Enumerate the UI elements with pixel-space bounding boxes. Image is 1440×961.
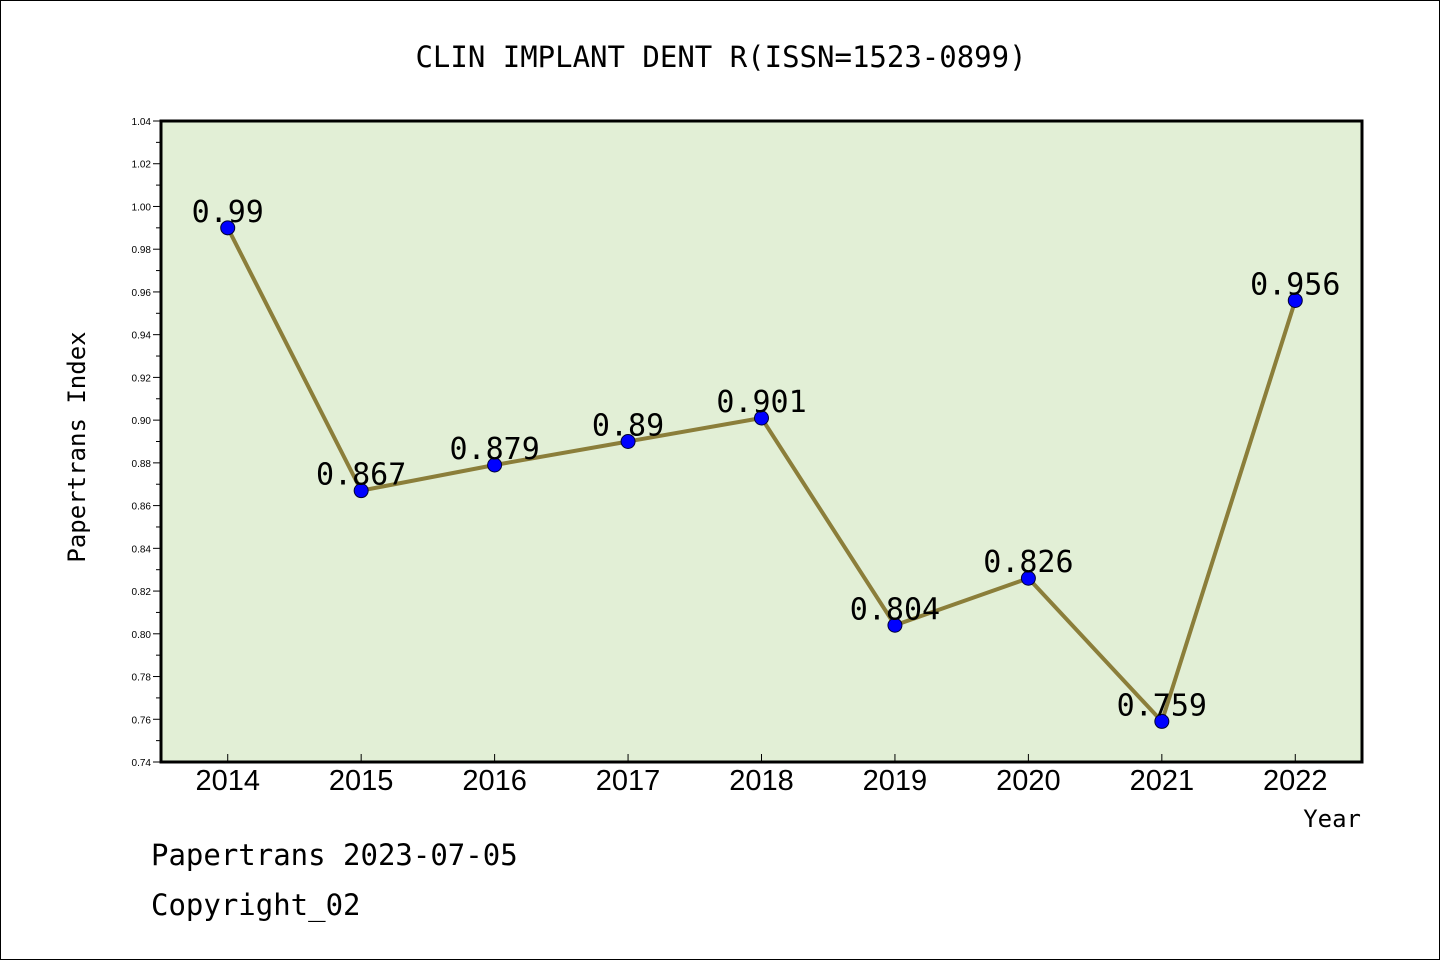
data-label: 0.759 bbox=[1117, 688, 1207, 723]
x-tick-label: 2015 bbox=[329, 765, 394, 797]
data-label: 0.956 bbox=[1250, 267, 1340, 302]
data-label: 0.804 bbox=[850, 592, 940, 627]
data-label: 0.99 bbox=[192, 195, 264, 230]
y-tick-label: 0.74 bbox=[132, 758, 152, 769]
x-tick-label: 2016 bbox=[462, 765, 527, 797]
data-point bbox=[1154, 713, 1170, 729]
data-label: 0.879 bbox=[449, 432, 539, 467]
y-tick-label: 0.78 bbox=[132, 673, 152, 684]
data-label: 0.826 bbox=[983, 545, 1073, 580]
data-point bbox=[353, 483, 369, 499]
x-tick-label: 2022 bbox=[1263, 765, 1328, 797]
y-tick-label: 0.76 bbox=[132, 715, 152, 726]
data-point bbox=[1287, 292, 1303, 308]
footer-copyright: Copyright_02 bbox=[151, 888, 361, 923]
x-tick-label: 2017 bbox=[596, 765, 661, 797]
x-tick-label: 2021 bbox=[1130, 765, 1195, 797]
y-axis: 0.74 0.76 0.78 0.80 0.82 0.84 0.86 0.88 0.90 0.92… bbox=[132, 117, 161, 769]
y-tick-label: 0.98 bbox=[132, 245, 152, 256]
y-tick-label: 0.88 bbox=[132, 459, 152, 470]
x-axis-label: Year bbox=[1303, 805, 1361, 833]
x-tick-label: 2018 bbox=[729, 765, 794, 797]
footer-date: Papertrans 2023-07-05 bbox=[151, 838, 518, 872]
data-point bbox=[887, 617, 903, 633]
data-label: 0.901 bbox=[716, 385, 806, 420]
y-tick-label: 1.02 bbox=[132, 160, 152, 171]
data-point bbox=[1020, 570, 1036, 586]
y-tick-label: 0.84 bbox=[132, 544, 152, 555]
y-tick-label: 0.94 bbox=[132, 331, 152, 342]
data-label: 0.89 bbox=[592, 409, 664, 444]
chart-title: CLIN IMPLANT DENT R(ISSN=1523-0899) bbox=[415, 40, 1026, 74]
data-point bbox=[487, 457, 503, 473]
data-point bbox=[620, 434, 636, 449]
data-markers bbox=[220, 220, 1303, 729]
y-tick-label: 0.80 bbox=[132, 630, 152, 641]
y-tick-label: 0.92 bbox=[132, 373, 152, 384]
data-labels: 0.99 0.867 0.879 0.89 0.901 0.804 0.826 0.759 0.… bbox=[192, 195, 1341, 724]
y-tick-label: 0.90 bbox=[132, 416, 152, 427]
plot-area bbox=[159, 119, 1364, 764]
y-tick-label: 0.86 bbox=[132, 502, 152, 513]
x-axis: 2014 2015 2016 2017 2018 2019 2020 2021 2022 bbox=[195, 754, 1328, 797]
data-point bbox=[754, 410, 769, 426]
y-tick-label: 1.04 bbox=[132, 117, 152, 128]
y-tick-label: 0.96 bbox=[132, 288, 152, 299]
y-tick-label: 0.82 bbox=[132, 587, 152, 598]
data-label: 0.867 bbox=[316, 458, 406, 493]
data-point bbox=[220, 220, 236, 236]
x-tick-label: 2020 bbox=[996, 765, 1061, 797]
x-tick-label: 2019 bbox=[863, 765, 928, 797]
y-tick-label: 1.00 bbox=[132, 202, 152, 213]
x-tick-label: 2014 bbox=[195, 765, 260, 797]
y-axis-label: Papertrans Index bbox=[63, 331, 91, 562]
